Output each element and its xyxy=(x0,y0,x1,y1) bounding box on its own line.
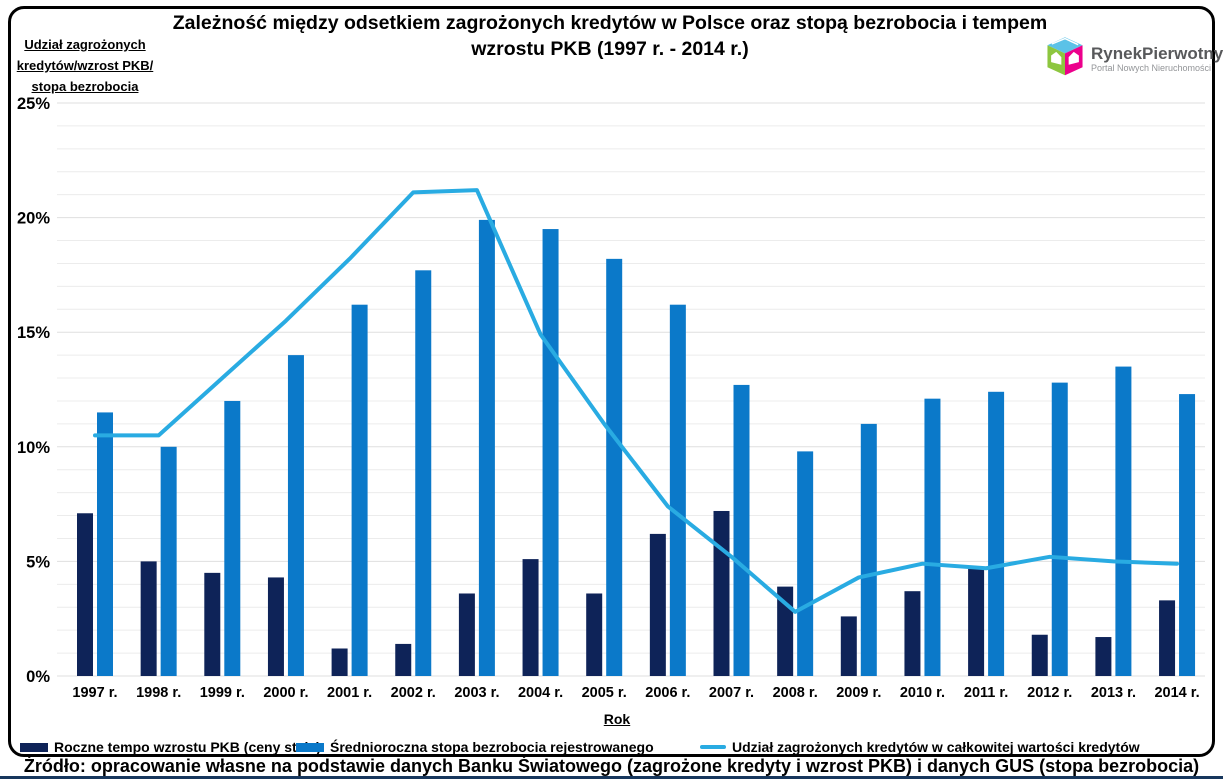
x-category-label: 2014 r. xyxy=(1154,685,1199,701)
bar-unemployment-2006 r. xyxy=(669,304,686,676)
x-category-label: 2012 r. xyxy=(1027,685,1072,701)
x-category-label: 2013 r. xyxy=(1091,685,1136,701)
npl-line-swatch-icon xyxy=(700,745,726,749)
bar-unemployment-2002 r. xyxy=(415,270,432,676)
logo-cube-icon xyxy=(1046,37,1084,82)
legend-item-npl-line: Udział zagrożonych kredytów w całkowitej… xyxy=(700,739,1140,755)
bar-unemployment-2009 r. xyxy=(860,423,877,676)
bottom-rule xyxy=(0,776,1223,779)
x-category-label: 2010 r. xyxy=(900,685,945,701)
x-category-label: 2002 r. xyxy=(391,685,436,701)
bar-gdp-2000 r. xyxy=(267,577,284,676)
logo-name: RynekPierwotny xyxy=(1091,44,1223,63)
logo-text: RynekPierwotny Portal Nowych Nieruchomoś… xyxy=(1091,45,1223,74)
y-axis-label-line2: kredytów/wzrost PKB/ xyxy=(16,58,154,73)
x-category-label: 2008 r. xyxy=(773,685,818,701)
bar-gdp-2009 r. xyxy=(840,616,857,676)
x-category-label: 1999 r. xyxy=(200,685,245,701)
bar-gdp-2011 r. xyxy=(968,568,985,676)
legend-item-unemployment: Średnioroczna stopa bezrobocia rejestrow… xyxy=(296,739,654,755)
y-tick-label: 0% xyxy=(26,668,50,686)
y-tick-label: 25% xyxy=(17,95,50,113)
bar-unemployment-2014 r. xyxy=(1179,394,1196,676)
npl-line xyxy=(93,188,1180,614)
x-category-label: 2003 r. xyxy=(454,685,499,701)
bar-gdp-2014 r. xyxy=(1159,600,1176,676)
y-tick-label: 10% xyxy=(17,439,50,457)
x-category-label: 2004 r. xyxy=(518,685,563,701)
legend-item-gdp: Roczne tempo wzrostu PKB (ceny stałe) xyxy=(20,739,321,755)
bar-unemployment-2011 r. xyxy=(988,391,1005,676)
bar-gdp-1999 r. xyxy=(204,572,221,676)
bar-gdp-2010 r. xyxy=(904,591,921,676)
legend-label-npl: Udział zagrożonych kredytów w całkowitej… xyxy=(732,739,1140,755)
bar-unemployment-2000 r. xyxy=(287,355,304,676)
bar-gdp-2007 r. xyxy=(713,510,730,676)
bar-unemployment-2001 r. xyxy=(351,304,368,676)
chart-title-line1: Zależność między odsetkiem zagrożonych k… xyxy=(172,12,1048,34)
bar-gdp-2002 r. xyxy=(395,643,412,676)
x-category-label: 2005 r. xyxy=(582,685,627,701)
legend-label-gdp: Roczne tempo wzrostu PKB (ceny stałe) xyxy=(54,739,321,755)
x-category-label: 1998 r. xyxy=(136,685,181,701)
x-axis-label: Rok xyxy=(603,711,631,727)
bar-gdp-2004 r. xyxy=(522,559,539,676)
bar-gdp-2013 r. xyxy=(1095,637,1112,676)
x-category-label: 2001 r. xyxy=(327,685,372,701)
y-axis-label: Udział zagrożonych kredytów/wzrost PKB/ … xyxy=(10,34,160,97)
y-tick-label: 5% xyxy=(26,553,50,571)
bar-unemployment-2005 r. xyxy=(606,258,623,676)
x-category-label: 2011 r. xyxy=(964,685,1008,701)
bar-gdp-2001 r. xyxy=(331,648,348,676)
bar-gdp-2012 r. xyxy=(1031,634,1048,676)
logo-subtitle: Portal Nowych Nieruchomości xyxy=(1091,63,1212,73)
x-category-label: 1997 r. xyxy=(72,685,117,701)
y-axis-label-line3: stopa bezrobocia xyxy=(31,79,139,94)
bar-gdp-1997 r. xyxy=(77,513,93,676)
bar-unemployment-2004 r. xyxy=(542,229,559,676)
bar-gdp-2003 r. xyxy=(458,593,475,676)
chart-title: Zależność między odsetkiem zagrożonych k… xyxy=(110,10,1110,62)
bar-unemployment-2013 r. xyxy=(1115,366,1132,676)
x-category-label: 2006 r. xyxy=(645,685,690,701)
gdp-bar-swatch-icon xyxy=(20,742,48,752)
source-note: Źródło: opracowanie własne na podstawie … xyxy=(23,756,1200,776)
legend-label-unemployment: Średnioroczna stopa bezrobocia rejestrow… xyxy=(330,739,654,755)
chart-title-line2: wzrostu PKB (1997 r. - 2014 r.) xyxy=(471,38,749,60)
y-axis-label-line1: Udział zagrożonych xyxy=(24,37,146,52)
bar-unemployment-1997 r. xyxy=(97,412,113,676)
bar-unemployment-2012 r. xyxy=(1051,382,1068,676)
bar-unemployment-2007 r. xyxy=(733,384,750,676)
bar-unemployment-2003 r. xyxy=(478,219,495,676)
bar-unemployment-1998 r. xyxy=(160,446,177,676)
x-category-label: 2009 r. xyxy=(836,685,881,701)
x-category-label: 2007 r. xyxy=(709,685,754,701)
rynekpierwotny-logo: RynekPierwotny Portal Nowych Nieruchomoś… xyxy=(1046,37,1223,82)
bar-gdp-2006 r. xyxy=(649,533,666,676)
bar-unemployment-2008 r. xyxy=(797,451,814,676)
unemployment-bar-swatch-icon xyxy=(296,742,324,752)
bar-unemployment-1999 r. xyxy=(224,400,241,676)
bar-gdp-1998 r. xyxy=(140,561,157,676)
bar-unemployment-2010 r. xyxy=(924,398,941,676)
chart-border-frame xyxy=(8,6,1215,757)
bar-gdp-2005 r. xyxy=(586,593,603,676)
x-category-label: 2000 r. xyxy=(263,685,308,701)
y-tick-label: 20% xyxy=(17,210,50,228)
y-tick-label: 15% xyxy=(17,324,50,342)
